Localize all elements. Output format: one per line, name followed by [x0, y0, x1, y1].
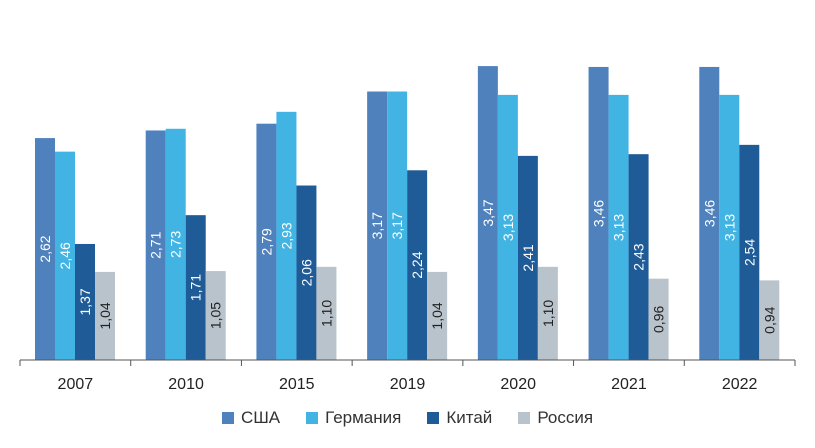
- data-label-russia-2015: 1,10: [318, 300, 334, 327]
- bar-germany-2010: [165, 128, 186, 360]
- bar-russia-2020: [537, 266, 558, 360]
- data-label-germany-2015: 2,93: [278, 222, 294, 249]
- data-label-usa-2020: 3,47: [480, 199, 496, 226]
- bar-usa-2010: [145, 130, 166, 360]
- legend-item-china: Китай: [427, 408, 492, 428]
- bar-usa-2022: [699, 66, 720, 361]
- x-tick-label-2007: 2007: [58, 376, 94, 393]
- bar-germany-2020: [497, 94, 518, 360]
- data-label-china-2022: 2,54: [741, 239, 757, 266]
- bar-china-2022: [739, 144, 760, 360]
- data-label-usa-2022: 3,46: [701, 200, 717, 227]
- data-label-russia-2020: 1,10: [540, 300, 556, 327]
- bar-china-2015: [296, 185, 317, 360]
- legend-label-russia: Россия: [537, 408, 594, 427]
- bar-russia-2022: [759, 280, 780, 360]
- x-tick-label-2020: 2020: [500, 376, 536, 393]
- data-label-germany-2019: 3,17: [389, 212, 405, 239]
- bar-china-2021: [628, 154, 649, 360]
- bar-germany-2015: [276, 111, 297, 360]
- data-label-china-2010: 1,71: [188, 274, 204, 301]
- data-label-china-2015: 2,06: [298, 259, 314, 286]
- data-label-usa-2007: 2,62: [37, 235, 53, 262]
- legend-label-germany: Германия: [325, 408, 402, 427]
- data-label-russia-2010: 1,05: [208, 302, 224, 329]
- legend-swatch-russia: [518, 412, 531, 424]
- data-label-usa-2021: 3,46: [591, 200, 607, 227]
- data-label-china-2021: 2,43: [631, 243, 647, 270]
- bar-usa-2021: [588, 66, 609, 361]
- bar-china-2010: [185, 215, 206, 360]
- data-label-germany-2020: 3,13: [500, 214, 516, 241]
- bar-russia-2010: [205, 271, 226, 360]
- data-label-russia-2022: 0,94: [761, 306, 777, 333]
- data-label-germany-2022: 3,13: [721, 214, 737, 241]
- bar-russia-2019: [427, 271, 448, 360]
- data-label-russia-2007: 1,04: [97, 302, 113, 329]
- bar-russia-2015: [316, 266, 337, 360]
- data-label-russia-2019: 1,04: [429, 302, 445, 329]
- x-tick-label-2021: 2021: [611, 376, 647, 393]
- data-label-usa-2019: 3,17: [369, 212, 385, 239]
- data-label-china-2007: 1,37: [77, 288, 93, 315]
- x-tick-label-2010: 2010: [168, 376, 204, 393]
- legend-item-russia: Россия: [518, 408, 593, 428]
- legend-swatch-usa: [221, 412, 234, 424]
- bar-china-2020: [517, 155, 538, 360]
- data-label-germany-2010: 2,73: [168, 231, 184, 258]
- bar-usa-2019: [367, 91, 388, 360]
- bar-russia-2021: [648, 278, 669, 360]
- bar-china-2007: [75, 243, 95, 360]
- data-label-germany-2021: 3,13: [611, 214, 627, 241]
- bar-china-2019: [407, 170, 428, 360]
- legend-item-usa: США: [221, 408, 281, 428]
- legend-label-china: Китай: [446, 408, 493, 427]
- x-tick-label-2022: 2022: [722, 376, 758, 393]
- legend-swatch-china: [427, 412, 440, 424]
- legend-label-usa: США: [240, 408, 281, 427]
- bar-usa-2015: [256, 123, 277, 360]
- legend-item-germany: Германия: [306, 408, 401, 428]
- bar-usa-2020: [477, 66, 498, 360]
- bar-germany-2022: [719, 94, 740, 360]
- data-label-germany-2007: 2,46: [57, 242, 73, 269]
- data-label-china-2019: 2,24: [409, 251, 425, 278]
- bar-germany-2021: [608, 94, 629, 360]
- legend: США Германия Китай Россия: [0, 408, 815, 428]
- data-label-usa-2015: 2,79: [258, 228, 274, 255]
- data-label-usa-2010: 2,71: [148, 231, 164, 258]
- bar-germany-2007: [55, 151, 75, 360]
- data-label-china-2020: 2,41: [520, 244, 536, 271]
- bar-russia-2007: [95, 271, 115, 360]
- bar-germany-2019: [387, 91, 408, 360]
- bar-usa-2007: [35, 138, 55, 360]
- legend-swatch-germany: [306, 412, 319, 424]
- x-tick-label-2019: 2019: [390, 376, 426, 393]
- data-label-russia-2021: 0,96: [651, 306, 667, 333]
- x-tick-label-2015: 2015: [279, 376, 315, 393]
